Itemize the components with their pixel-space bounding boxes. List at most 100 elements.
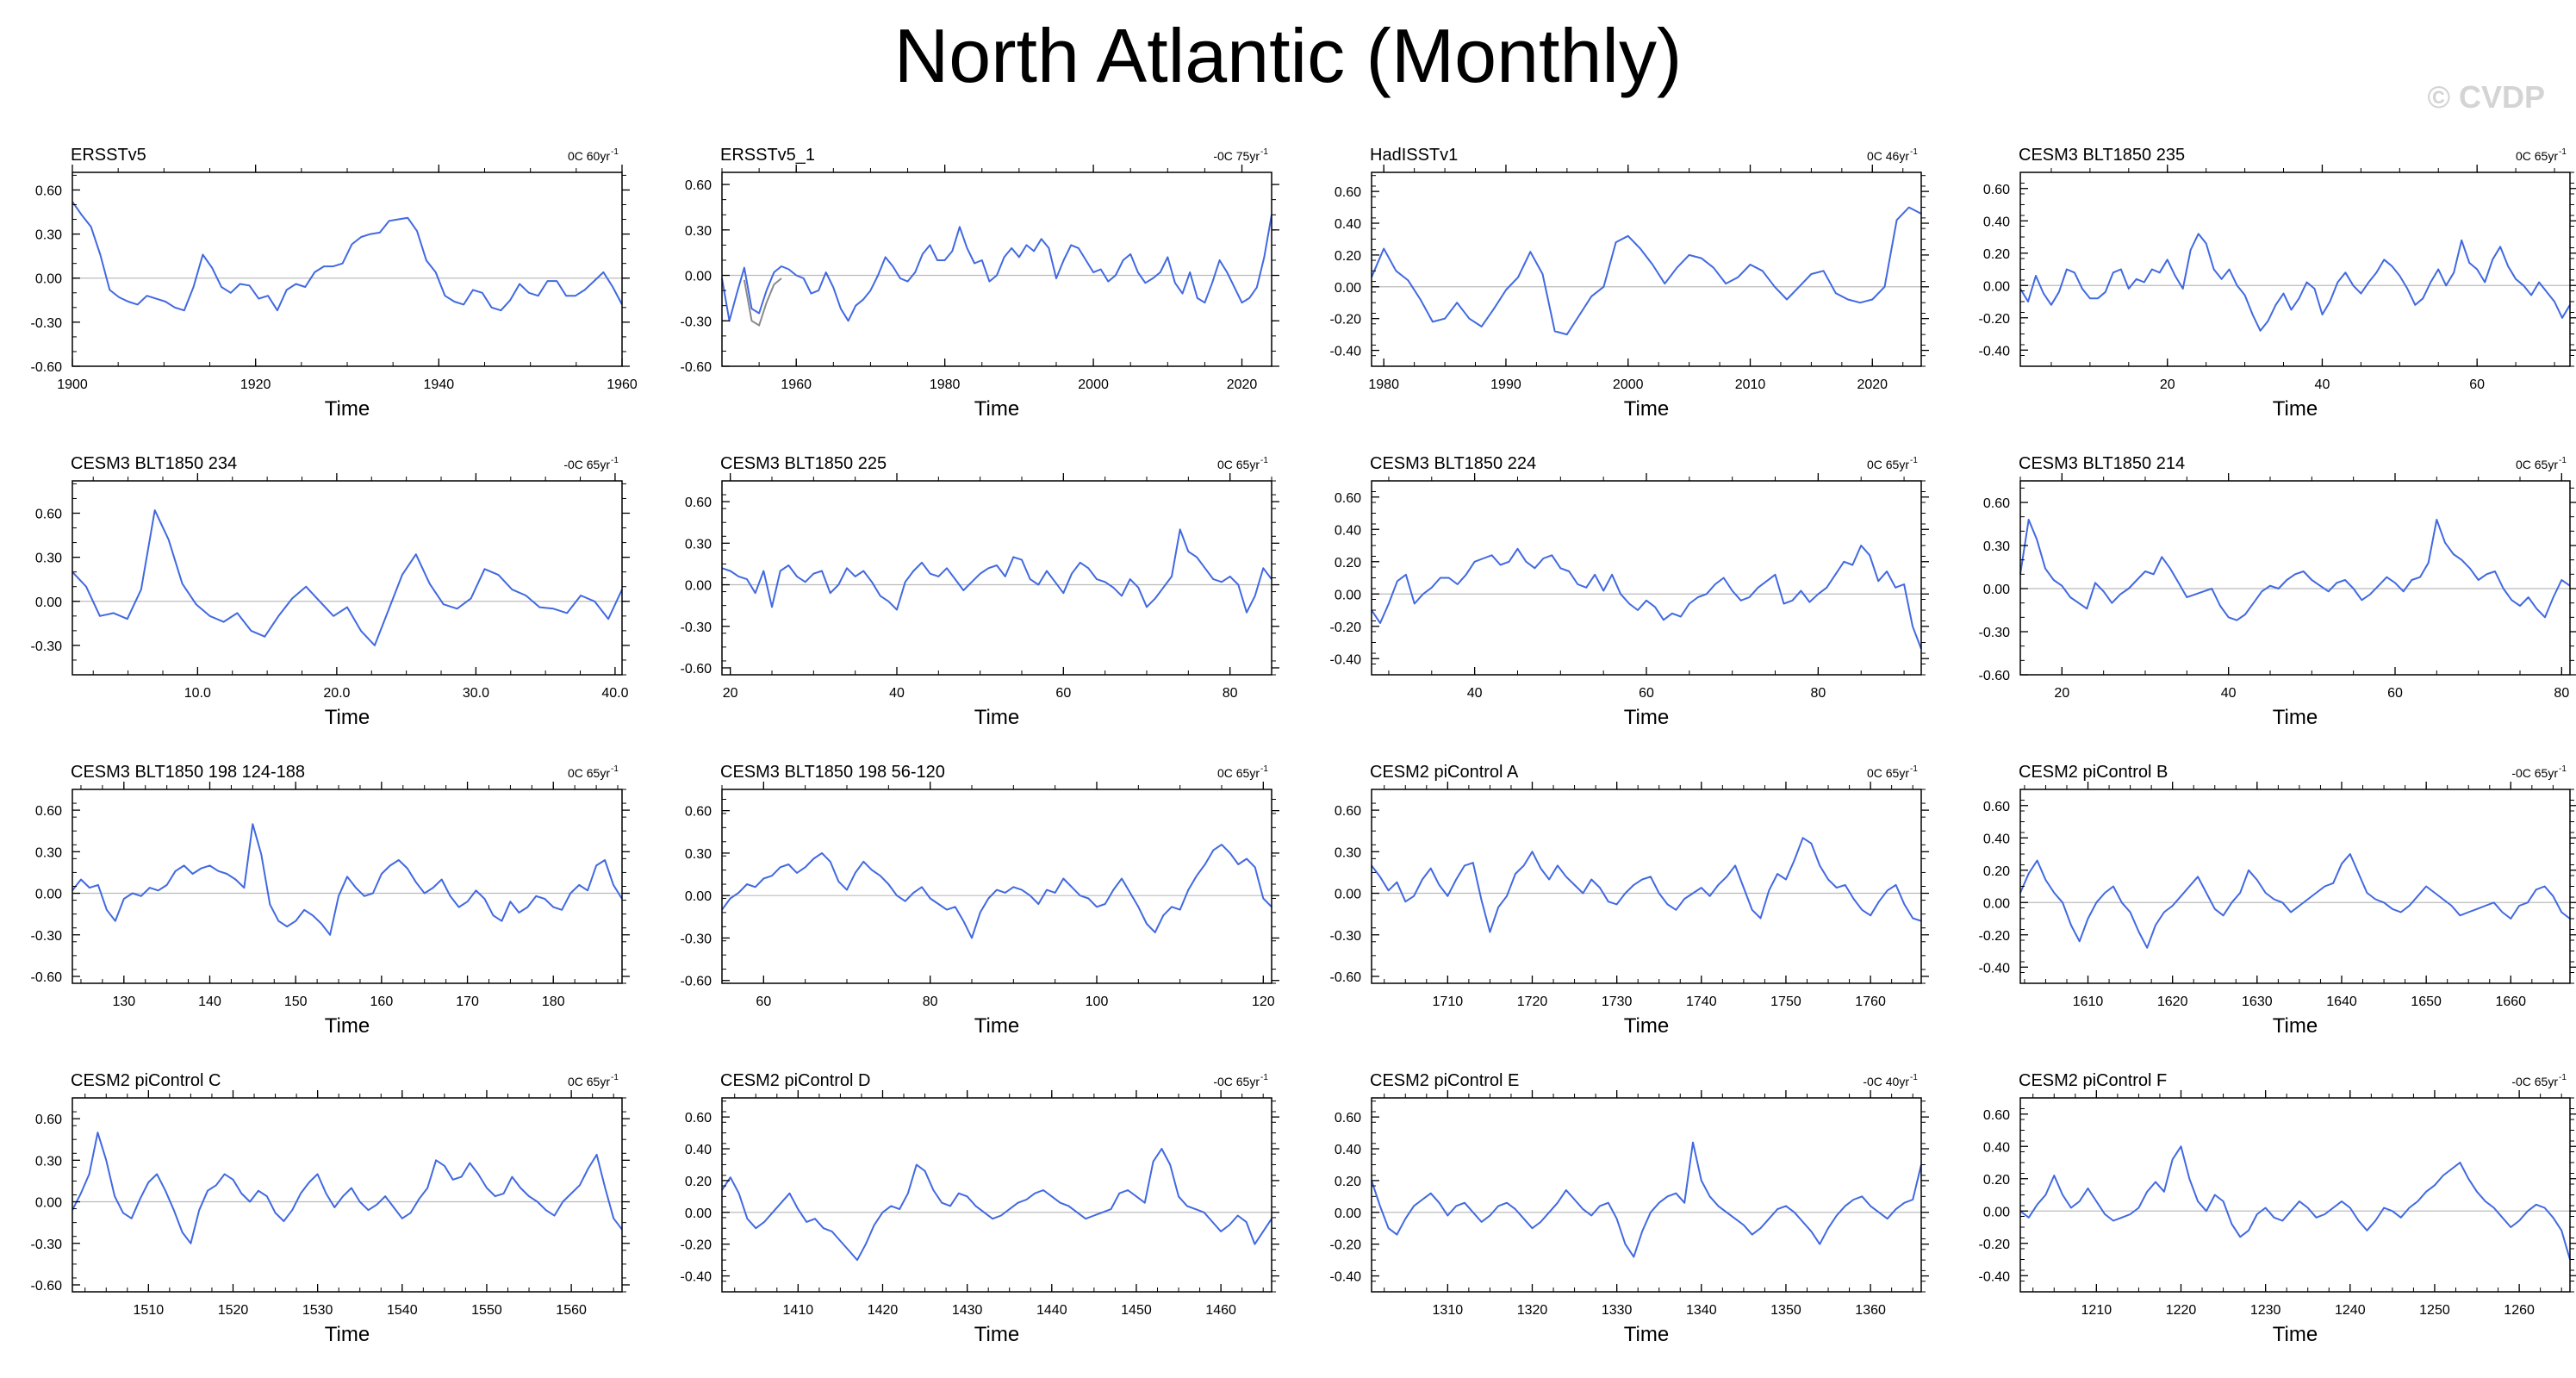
x-tick-label: 80 xyxy=(1223,686,1238,701)
x-tick-label: 2000 xyxy=(1613,377,1644,392)
panel-trend-exponent: -1 xyxy=(2559,1073,2567,1082)
x-tick-label: 150 xyxy=(284,995,308,1009)
x-tick-label: 180 xyxy=(542,995,565,1009)
x-tick-label: 1960 xyxy=(781,377,812,392)
panel-trend-exponent: -1 xyxy=(1910,456,1918,465)
y-tick-label: -0.40 xyxy=(681,1270,712,1285)
panel-title: CESM2 piControl F xyxy=(2019,1071,2167,1090)
panel-trend-exponent: -1 xyxy=(1260,147,1268,157)
cvdp-watermark: © CVDP xyxy=(2427,79,2545,115)
y-tick-label: 0.20 xyxy=(1983,864,2010,879)
y-tick-label: 0.20 xyxy=(685,1175,712,1189)
y-tick-label: 0.40 xyxy=(1983,1140,2010,1155)
x-tick-label: 1530 xyxy=(302,1303,333,1318)
panel-trend: 0C 65yr xyxy=(2516,149,2558,163)
x-tick-label: 80 xyxy=(923,995,938,1009)
x-tick-label: 1990 xyxy=(1490,377,1521,392)
y-tick-label: -0.20 xyxy=(1979,1238,2011,1252)
plot-frame xyxy=(721,480,1272,676)
x-tick-label: 1330 xyxy=(1602,1303,1633,1318)
panel-title: CESM3 BLT1850 224 xyxy=(1370,454,1536,473)
y-tick-label: 0.00 xyxy=(685,579,712,594)
y-tick-label: -0.40 xyxy=(1330,345,1362,359)
data-series xyxy=(2019,1145,2571,1260)
y-tick-label: 0.00 xyxy=(685,889,712,904)
panel-trend: -0C 65yr xyxy=(2511,766,2558,780)
x-tick-label: 60 xyxy=(756,995,771,1009)
x-tick-label: 1430 xyxy=(952,1303,983,1318)
y-tick-label: -0.60 xyxy=(681,975,712,989)
y-tick-label: 0.60 xyxy=(35,1113,62,1127)
plot-frame xyxy=(721,1097,1272,1293)
x-tick-label: 60 xyxy=(1639,686,1654,701)
x-tick-label: 1460 xyxy=(1205,1303,1236,1318)
panel-trend-exponent: -1 xyxy=(1910,1073,1918,1082)
y-tick-label: -0.20 xyxy=(1979,312,2011,327)
panel-trend-exponent: -1 xyxy=(611,764,619,774)
panel-title: CESM3 BLT1850 235 xyxy=(2019,146,2185,165)
panel-16: CESM2 piControl F -0C 65yr -1 0.60 0.40 0.20 0… xyxy=(1979,1071,2576,1346)
x-axis-label: Time xyxy=(325,706,370,729)
y-tick-label: 0.60 xyxy=(1335,185,1361,200)
x-tick-label: 1250 xyxy=(2419,1303,2450,1318)
plot-frame xyxy=(72,171,623,367)
plot-frame xyxy=(1371,1097,1922,1293)
panel-10: CESM3 BLT1850 198 56-120 0C 65yr -1 0.60 0.3… xyxy=(681,763,1279,1038)
y-tick-label: 0.40 xyxy=(1983,215,2010,229)
panel-trend: 0C 60yr xyxy=(568,149,610,163)
figure-title: North Atlantic (Monthly) xyxy=(893,13,1683,98)
panel-trend-exponent: -1 xyxy=(2559,147,2567,157)
panel-trend-exponent: -1 xyxy=(1260,764,1268,774)
y-tick-label: 0.40 xyxy=(685,1143,712,1157)
x-tick-label: 130 xyxy=(112,995,135,1009)
data-series xyxy=(721,528,1272,614)
y-tick-label: 0.60 xyxy=(1335,491,1361,506)
panel-trend: 0C 65yr xyxy=(1217,766,1260,780)
y-tick-label: 0.00 xyxy=(1335,281,1361,296)
x-tick-label: 80 xyxy=(1810,686,1826,701)
y-tick-label: -0.30 xyxy=(31,639,63,654)
x-tick-label: 10.0 xyxy=(184,686,211,701)
y-tick-label: 0.60 xyxy=(35,508,62,522)
panel-8: CESM3 BLT1850 214 0C 65yr -1 0.60 0.30 0.00 -0… xyxy=(1979,454,2576,729)
panel-trend-exponent: -1 xyxy=(1260,1073,1268,1082)
y-tick-label: 0.00 xyxy=(1335,588,1361,602)
x-tick-label: 160 xyxy=(370,995,394,1009)
panel-title: CESM3 BLT1850 198 124-188 xyxy=(71,763,305,782)
x-tick-label: 1450 xyxy=(1121,1303,1152,1318)
y-tick-label: 0.60 xyxy=(685,496,712,510)
x-tick-label: 1220 xyxy=(2166,1303,2197,1318)
y-tick-label: 0.30 xyxy=(685,847,712,862)
y-tick-label: -0.30 xyxy=(681,315,712,329)
y-tick-label: -0.60 xyxy=(1330,970,1362,985)
data-series xyxy=(721,215,1272,322)
x-tick-label: 40.0 xyxy=(601,686,628,701)
y-tick-label: -0.40 xyxy=(1330,652,1362,667)
y-tick-label: 0.60 xyxy=(1983,183,2010,197)
x-tick-label: 40 xyxy=(2221,686,2237,701)
y-tick-label: 0.20 xyxy=(1983,1173,2010,1188)
y-tick-label: -0.20 xyxy=(1330,620,1362,635)
x-tick-label: 1440 xyxy=(1036,1303,1067,1318)
x-tick-label: 1640 xyxy=(2326,995,2357,1009)
panel-title: CESM3 BLT1850 214 xyxy=(2019,454,2185,473)
y-tick-label: 0.60 xyxy=(1983,496,2010,511)
x-tick-label: 1960 xyxy=(607,377,638,392)
panel-trend: -0C 65yr xyxy=(563,458,610,471)
panel-13: CESM2 piControl C 0C 65yr -1 0.60 0.30 0.00 -0… xyxy=(31,1071,630,1346)
x-tick-label: 1320 xyxy=(1517,1303,1548,1318)
y-tick-label: 0.40 xyxy=(1335,217,1361,232)
x-tick-label: 20.0 xyxy=(323,686,350,701)
x-tick-label: 1660 xyxy=(2495,995,2526,1009)
x-tick-label: 1340 xyxy=(1686,1303,1717,1318)
y-tick-label: 0.40 xyxy=(1335,523,1361,538)
y-tick-label: 0.30 xyxy=(1335,845,1361,860)
y-tick-label: -0.20 xyxy=(681,1238,712,1253)
y-tick-label: -0.30 xyxy=(1979,626,2011,640)
x-tick-label: 1240 xyxy=(2335,1303,2366,1318)
panel-trend: -0C 65yr xyxy=(2511,1075,2558,1088)
y-tick-label: -0.40 xyxy=(1979,961,2011,976)
x-tick-label: 40 xyxy=(889,686,905,701)
panel-trend: -0C 75yr xyxy=(1213,149,1260,163)
y-tick-label: -0.30 xyxy=(1330,929,1362,944)
